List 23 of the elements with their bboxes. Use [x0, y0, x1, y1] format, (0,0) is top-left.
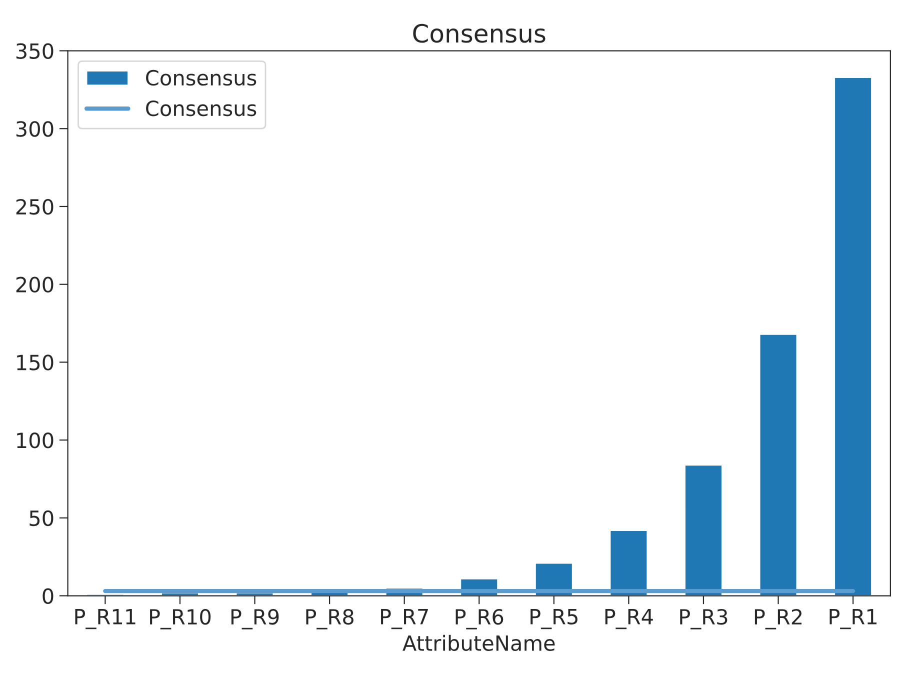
x-tick-label: P_R5	[530, 609, 578, 630]
x-axis-title: AttributeName	[402, 634, 555, 652]
x-tick-label: P_R9	[231, 608, 279, 630]
x-tick-label: P_R8	[306, 608, 354, 630]
y-tick-label: 50	[30, 510, 54, 526]
y-tick-label: 200	[16, 276, 54, 293]
y-tick-label: 350	[16, 43, 54, 59]
y-tick-label: 0	[42, 588, 54, 604]
x-tick-label: P_R11	[75, 609, 136, 630]
y-tick-label: 300	[16, 121, 54, 137]
x-tick-label: P_R2	[754, 608, 802, 630]
y-tick-label: 100	[17, 432, 54, 448]
x-tick-label: P_R7	[381, 609, 428, 630]
x-tick-label: P_R3	[680, 608, 728, 630]
x-tick-label: P_R6	[456, 608, 504, 630]
legend-label: Consensus	[146, 100, 256, 116]
x-tick-label: P_R4	[605, 609, 653, 630]
x-tick-label: P_R10	[150, 608, 211, 630]
y-tick-label: 250	[16, 198, 54, 215]
y-tick-label: 150	[17, 354, 54, 370]
chart-title: Consensus	[413, 24, 546, 43]
legend-label: Consensus	[146, 70, 256, 86]
x-tick-label: P_R1	[830, 609, 876, 630]
